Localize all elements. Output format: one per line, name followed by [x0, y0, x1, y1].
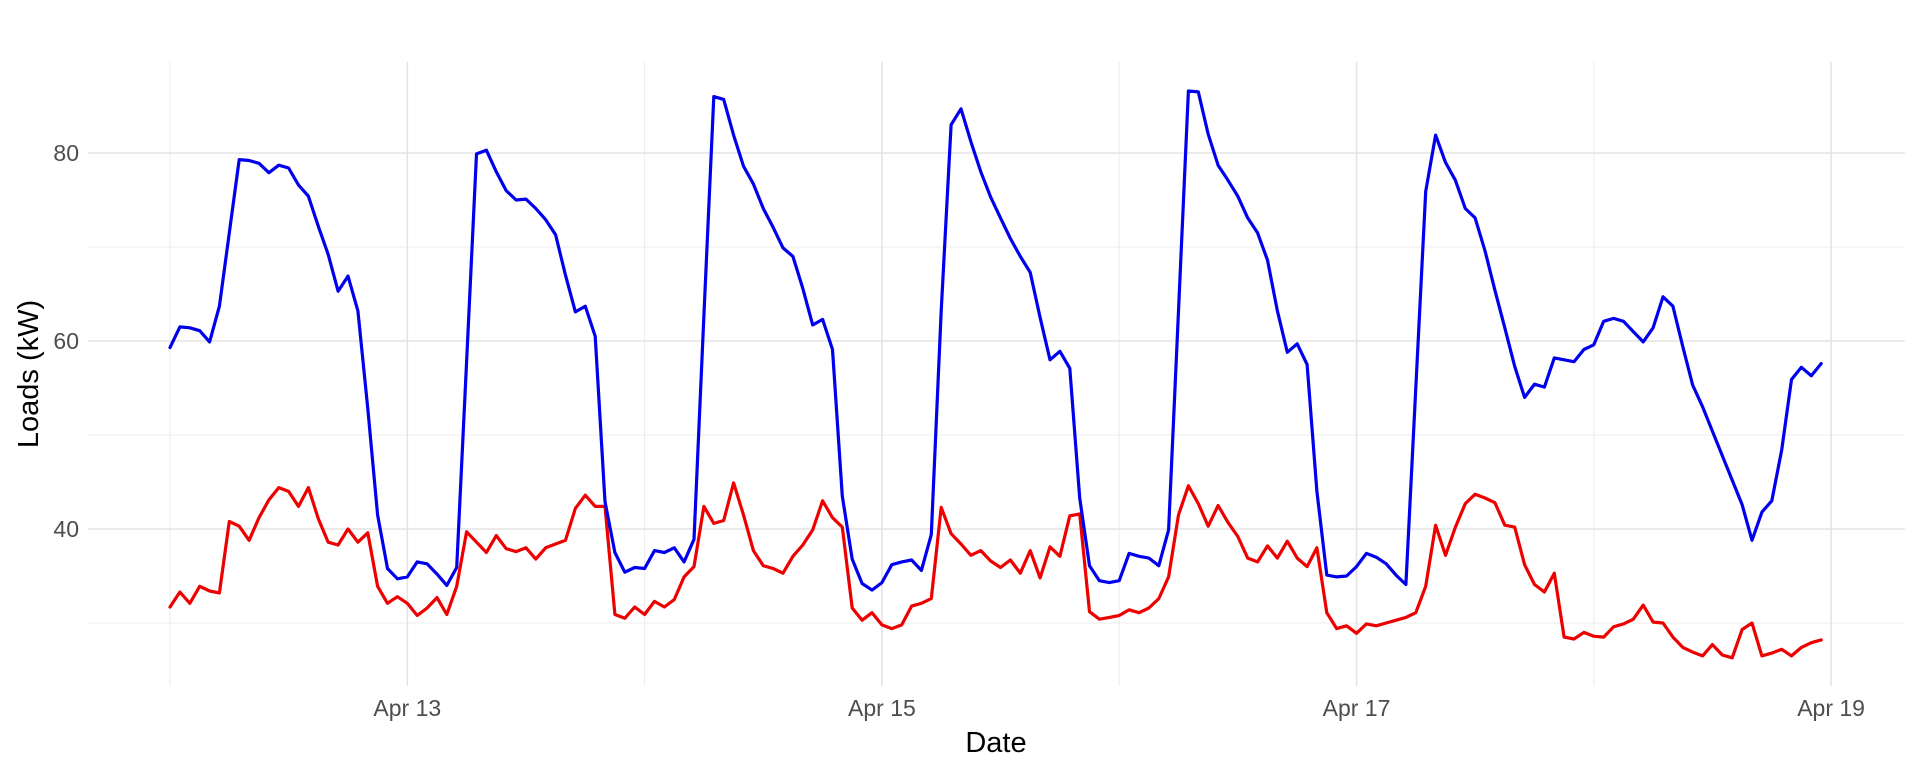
- x-tick-label: Apr 17: [1323, 695, 1391, 721]
- x-tick-label: Apr 19: [1797, 695, 1865, 721]
- series-line-blue-load: [168, 89, 1823, 592]
- x-tick-label: Apr 15: [848, 695, 916, 721]
- x-tick-label: Apr 13: [373, 695, 441, 721]
- series-line-red-load: [168, 481, 1823, 660]
- y-axis-title: Loads (kW): [13, 300, 45, 448]
- minor-gridlines: [88, 62, 1905, 686]
- y-tick-label: 80: [53, 140, 79, 166]
- y-tick-label: 60: [53, 328, 79, 354]
- series-lines: [168, 89, 1823, 660]
- x-axis-title: Date: [965, 727, 1026, 759]
- major-gridlines: [88, 62, 1905, 686]
- x-axis-tick-labels: Apr 13 Apr 15 Apr 17 Apr 19: [373, 695, 1865, 721]
- y-axis-tick-labels: 40 60 80: [53, 140, 79, 542]
- y-tick-label: 40: [53, 516, 79, 542]
